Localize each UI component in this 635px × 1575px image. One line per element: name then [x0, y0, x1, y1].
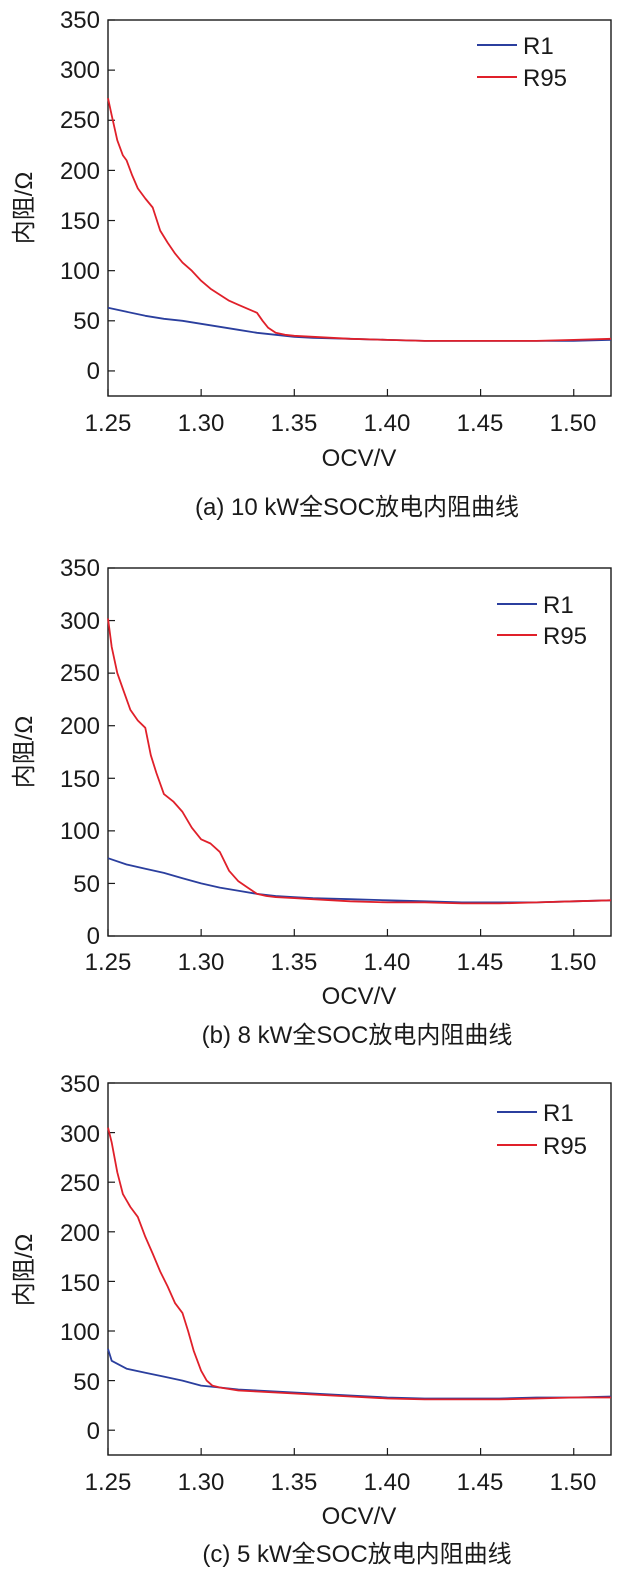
- panel-b-y-tick-label: 300: [60, 608, 100, 635]
- panel-b-legend: R1 R95: [497, 592, 587, 650]
- panel-a-x-tick-label: 1.40: [364, 410, 411, 437]
- panel-a-legend: R1 R95: [477, 33, 567, 92]
- panel-a-x-tick-label: 1.30: [178, 410, 225, 437]
- panel-b-y-axis-title: 内阻/Ω: [11, 716, 38, 789]
- panel-b-x-tick-label: 1.25: [85, 949, 132, 976]
- panel-c-y-tick-label: 200: [60, 1220, 100, 1247]
- panel-a-plot-frame: [107, 19, 612, 397]
- panel-b-x-tick-labels: 1.25 1.30 1.35 1.40 1.45 1.50: [85, 949, 597, 976]
- panel-b-y-tick-labels: 0 50 100 150 200 250 300 350: [60, 555, 100, 950]
- panel-c-y-tick-label: 150: [60, 1270, 100, 1297]
- panel-b-legend-r1-label: R1: [543, 592, 574, 619]
- panel-a-y-tick-labels: 0 50 100 150 200 250 300 350: [60, 7, 100, 385]
- panel-b: R1 R95 1.25 1.30 1.35 1.40 1.45 1.50 0 5…: [11, 555, 612, 1049]
- panel-a-x-axis-title: OCV/V: [322, 445, 397, 472]
- panel-c-legend: R1 R95: [497, 1100, 587, 1160]
- panel-a-series-r95-line: [107, 98, 612, 342]
- panel-a-legend-r95-label: R95: [523, 65, 567, 92]
- panel-c-x-tick-label: 1.25: [85, 1469, 132, 1496]
- panel-c-x-tick-label: 1.40: [364, 1469, 411, 1496]
- panel-a-y-tick-label: 300: [60, 57, 100, 84]
- panel-c-y-tick-label: 0: [87, 1418, 100, 1445]
- panel-b-x-tick-label: 1.35: [271, 949, 318, 976]
- panel-a-x-tick-labels: 1.25 1.30 1.35 1.40 1.45 1.50: [85, 410, 597, 437]
- panel-c-y-tick-label: 100: [60, 1319, 100, 1346]
- panel-c-legend-r1-label: R1: [543, 1100, 574, 1127]
- panel-b-y-tick-label: 150: [60, 766, 100, 793]
- panel-a-y-tick-label: 50: [73, 308, 100, 335]
- panel-c-plot-frame: [107, 1082, 612, 1456]
- panel-b-y-tick-label: 200: [60, 713, 100, 740]
- panel-c-x-tick-label: 1.50: [550, 1469, 597, 1496]
- panel-a-legend-r1-label: R1: [523, 33, 554, 60]
- panel-a-y-tick-label: 350: [60, 7, 100, 34]
- panel-a-series: [107, 98, 612, 342]
- panel-c-series: [107, 1127, 612, 1401]
- panel-c-series-r1-line: [107, 1348, 612, 1400]
- panel-b-plot-frame: [107, 567, 612, 937]
- panel-b-series-r1-line: [107, 857, 612, 904]
- panel-b-x-tick-label: 1.45: [457, 949, 504, 976]
- panel-a-y-axis-title: 内阻/Ω: [11, 172, 38, 245]
- panel-a-x-tick-label: 1.50: [550, 410, 597, 437]
- panel-c: R1 R95 1.25 1.30 1.35 1.40 1.45 1.50 0 5…: [11, 1071, 612, 1568]
- panel-b-y-tick-label: 0: [87, 923, 100, 950]
- panel-b-x-axis-title: OCV/V: [322, 983, 397, 1010]
- panel-c-x-tick-labels: 1.25 1.30 1.35 1.40 1.45 1.50: [85, 1469, 597, 1496]
- panel-a-x-tick-label: 1.45: [457, 410, 504, 437]
- panel-c-caption: (c) 5 kW全SOC放电内阻曲线: [202, 1541, 511, 1568]
- panel-b-y-tick-label: 350: [60, 555, 100, 582]
- panel-a-y-tick-label: 100: [60, 258, 100, 285]
- panel-b-ticks: [107, 567, 575, 937]
- panel-a-y-tick-label: 200: [60, 158, 100, 185]
- panel-b-legend-r95-label: R95: [543, 623, 587, 650]
- panel-b-y-tick-label: 50: [73, 871, 100, 898]
- panel-c-y-tick-label: 250: [60, 1170, 100, 1197]
- panel-a-y-tick-label: 150: [60, 208, 100, 235]
- panel-b-series: [107, 618, 612, 905]
- panel-a-caption: (a) 10 kW全SOC放电内阻曲线: [195, 494, 519, 521]
- panel-c-series-r95-line: [107, 1127, 611, 1401]
- panel-a-y-tick-label: 250: [60, 107, 100, 134]
- panel-c-y-tick-label: 350: [60, 1071, 100, 1098]
- panel-b-x-tick-label: 1.40: [364, 949, 411, 976]
- panel-c-x-axis-title: OCV/V: [322, 1503, 397, 1530]
- panel-a-y-tick-label: 0: [87, 358, 100, 385]
- panel-c-x-tick-label: 1.30: [178, 1469, 225, 1496]
- panel-c-y-tick-label: 300: [60, 1121, 100, 1148]
- panel-c-y-tick-label: 50: [73, 1369, 100, 1396]
- panel-a-series-r1-line: [107, 306, 612, 342]
- panel-a: R1 R95 1.25 1.30 1.35 1.40 1.45 1.50 0 5…: [11, 7, 612, 521]
- panel-c-x-tick-label: 1.35: [271, 1469, 318, 1496]
- panel-c-legend-r95-label: R95: [543, 1133, 587, 1160]
- panel-b-y-tick-label: 250: [60, 660, 100, 687]
- panel-a-x-tick-label: 1.25: [85, 410, 132, 437]
- panel-a-x-tick-label: 1.35: [271, 410, 318, 437]
- panel-c-x-tick-label: 1.45: [457, 1469, 504, 1496]
- panel-c-y-axis-title: 内阻/Ω: [11, 1234, 38, 1307]
- panel-b-series-r95-line: [107, 618, 612, 905]
- panel-b-y-tick-label: 100: [60, 818, 100, 845]
- panel-a-ticks: [107, 19, 575, 396]
- panel-c-y-tick-labels: 0 50 100 150 200 250 300 350: [60, 1071, 100, 1445]
- panel-b-x-tick-label: 1.50: [550, 949, 597, 976]
- panel-b-caption: (b) 8 kW全SOC放电内阻曲线: [202, 1022, 513, 1049]
- panel-b-x-tick-label: 1.30: [178, 949, 225, 976]
